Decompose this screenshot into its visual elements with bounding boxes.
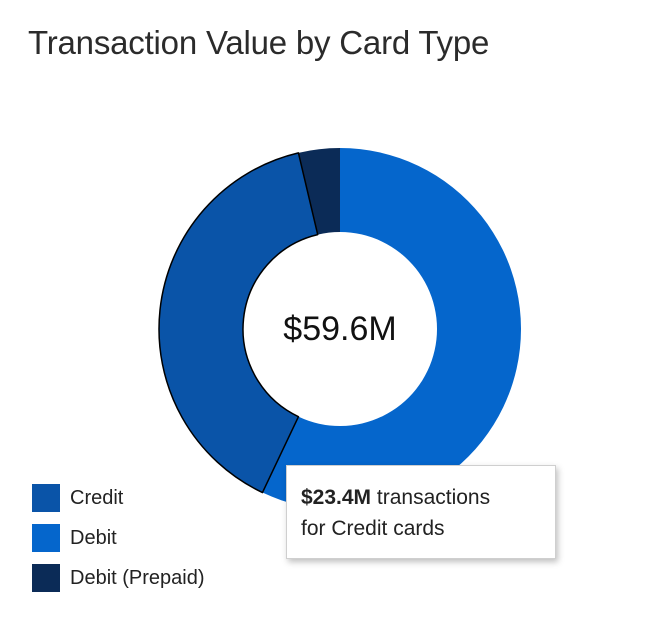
legend-item-credit[interactable]: Credit	[32, 478, 205, 518]
chart-legend: Credit Debit Debit (Prepaid)	[32, 478, 205, 598]
center-total-label: $59.6M	[283, 310, 396, 348]
slice-debit[interactable]	[262, 148, 521, 510]
legend-item-debit[interactable]: Debit	[32, 518, 205, 558]
legend-swatch-credit	[32, 484, 60, 512]
slice-debit-prepaid[interactable]	[298, 148, 340, 235]
legend-label-debit: Debit	[70, 526, 117, 549]
slice-credit[interactable]	[158, 152, 319, 494]
legend-label-credit: Credit	[70, 486, 124, 509]
tooltip-text-line2: for Credit cards	[301, 517, 445, 540]
tooltip-text-suffix: transactions	[371, 486, 491, 509]
legend-label-debit-prepaid: Debit (Prepaid)	[70, 566, 205, 589]
legend-swatch-debit-prepaid	[32, 564, 60, 592]
chart-title: Transaction Value by Card Type	[28, 24, 490, 61]
legend-item-debit-prepaid[interactable]: Debit (Prepaid)	[32, 558, 205, 598]
legend-swatch-debit	[32, 524, 60, 552]
chart-tooltip: $23.4M transactions for Credit cards	[286, 465, 556, 559]
tooltip-value: $23.4M	[301, 486, 372, 509]
donut-slices	[158, 148, 521, 510]
